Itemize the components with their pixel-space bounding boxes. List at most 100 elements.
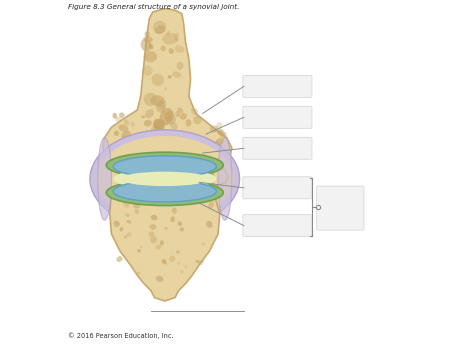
Ellipse shape [153,21,166,34]
Ellipse shape [205,157,212,164]
FancyBboxPatch shape [243,215,312,237]
Ellipse shape [198,260,204,265]
Ellipse shape [149,138,158,147]
Ellipse shape [106,152,223,178]
Ellipse shape [216,138,224,146]
Ellipse shape [182,143,191,151]
Ellipse shape [164,87,167,91]
FancyBboxPatch shape [246,108,308,127]
Ellipse shape [177,262,180,265]
Ellipse shape [121,135,124,137]
Ellipse shape [217,129,222,135]
Ellipse shape [143,36,153,42]
FancyBboxPatch shape [243,107,311,128]
Ellipse shape [151,125,158,133]
Ellipse shape [204,141,208,145]
Ellipse shape [153,119,165,130]
Ellipse shape [133,202,140,208]
FancyBboxPatch shape [248,139,307,158]
FancyBboxPatch shape [246,178,308,197]
Ellipse shape [98,138,111,220]
Ellipse shape [149,44,154,49]
Ellipse shape [176,250,180,254]
Ellipse shape [156,147,161,151]
Ellipse shape [193,116,202,124]
Ellipse shape [175,38,179,42]
Ellipse shape [210,188,217,194]
Ellipse shape [186,152,188,155]
FancyBboxPatch shape [248,216,307,235]
Ellipse shape [164,227,167,230]
Ellipse shape [159,156,163,159]
FancyBboxPatch shape [245,76,310,97]
Ellipse shape [167,31,170,35]
Ellipse shape [216,122,222,129]
Ellipse shape [184,265,187,268]
Ellipse shape [172,200,176,205]
Ellipse shape [113,221,120,227]
Polygon shape [103,9,232,166]
Ellipse shape [169,48,174,54]
Ellipse shape [155,151,160,155]
Ellipse shape [119,112,125,118]
Ellipse shape [219,131,227,138]
Ellipse shape [153,129,161,138]
Ellipse shape [140,246,142,248]
Ellipse shape [211,141,216,147]
Ellipse shape [158,100,166,109]
Ellipse shape [145,31,150,37]
Ellipse shape [124,119,129,125]
Ellipse shape [165,135,169,139]
Ellipse shape [176,62,183,70]
Ellipse shape [115,117,122,122]
Ellipse shape [181,270,183,273]
Ellipse shape [151,215,157,220]
Ellipse shape [130,122,135,127]
Ellipse shape [155,245,162,249]
Ellipse shape [106,180,223,205]
Ellipse shape [121,131,131,139]
Ellipse shape [215,141,218,144]
Ellipse shape [185,119,191,127]
Ellipse shape [182,157,187,162]
FancyBboxPatch shape [317,187,363,229]
Ellipse shape [113,169,216,189]
Ellipse shape [155,101,165,113]
Text: © 2016 Pearson Education, Inc.: © 2016 Pearson Education, Inc. [68,332,174,339]
Ellipse shape [148,141,155,152]
Ellipse shape [191,108,198,115]
Ellipse shape [172,207,177,214]
Ellipse shape [150,153,157,161]
Ellipse shape [174,33,179,39]
Ellipse shape [202,242,206,245]
Ellipse shape [120,172,210,186]
Ellipse shape [170,122,178,130]
Ellipse shape [148,191,156,198]
FancyBboxPatch shape [243,75,312,97]
Ellipse shape [127,220,131,224]
FancyBboxPatch shape [317,186,364,230]
FancyBboxPatch shape [243,138,311,159]
Ellipse shape [123,189,126,192]
Ellipse shape [148,231,154,237]
FancyBboxPatch shape [245,215,310,236]
Ellipse shape [150,95,165,106]
FancyBboxPatch shape [248,108,307,127]
Ellipse shape [97,136,233,222]
Ellipse shape [175,111,180,116]
FancyBboxPatch shape [243,215,311,236]
Ellipse shape [141,116,145,118]
FancyBboxPatch shape [246,139,308,158]
Ellipse shape [162,33,177,45]
Ellipse shape [162,132,166,135]
Ellipse shape [111,155,119,164]
Ellipse shape [173,153,183,162]
Ellipse shape [169,256,175,262]
Ellipse shape [177,107,183,114]
Ellipse shape [112,113,117,119]
Ellipse shape [153,118,164,131]
FancyBboxPatch shape [243,106,312,128]
Ellipse shape [144,120,152,127]
FancyBboxPatch shape [248,77,307,96]
Ellipse shape [137,249,141,252]
